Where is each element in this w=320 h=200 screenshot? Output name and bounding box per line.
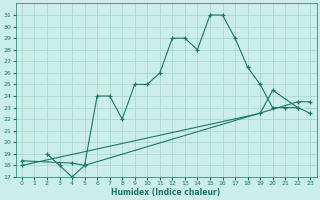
- X-axis label: Humidex (Indice chaleur): Humidex (Indice chaleur): [111, 188, 221, 197]
